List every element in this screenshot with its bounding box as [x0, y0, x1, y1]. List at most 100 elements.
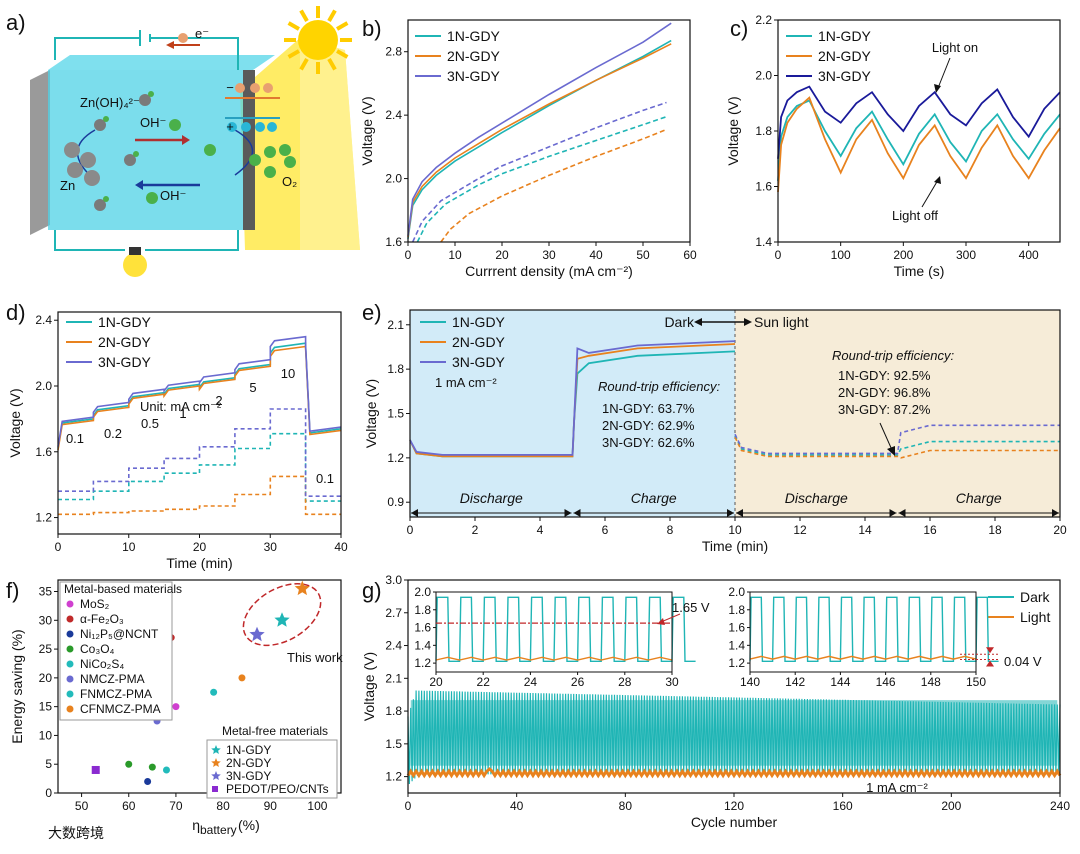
x-tick-label-d: 40	[334, 540, 348, 554]
legend-entry-metal: CFNMCZ-PMA	[80, 702, 161, 716]
x-tick-label-e: 4	[537, 523, 544, 537]
y-tick-label-d: 2.4	[35, 313, 52, 327]
y-axis-label-f: Energy saving (%)	[9, 629, 25, 743]
x-tick-label-b: 60	[683, 248, 697, 262]
legend-entry-b: 1N-GDY	[447, 28, 501, 44]
arrowhead	[889, 509, 897, 517]
inset-x-tick-label: 26	[571, 675, 585, 689]
inset-x-tick-label: 22	[477, 675, 491, 689]
legend-entry-c: 1N-GDY	[818, 28, 872, 44]
legend-entry-d: 2N-GDY	[98, 334, 152, 350]
inset-x-tick-label: 24	[524, 675, 538, 689]
x-tick-label-e: 0	[407, 523, 414, 537]
legend-entry-metal: MoS₂	[80, 597, 110, 611]
arrowhead	[887, 446, 895, 456]
y-tick-label-c: 1.8	[755, 124, 772, 138]
series-line-b-3	[416, 115, 667, 243]
x-tick-label-f: 50	[75, 799, 89, 813]
y-tick-label-g: 2.1	[385, 671, 402, 685]
x-tick-label-c: 400	[1019, 248, 1039, 262]
x-tick-label-e: 14	[858, 523, 872, 537]
inset-y-tick-label: 1.2	[728, 656, 745, 670]
o2-molecule	[146, 192, 158, 204]
y-tick-label-e: 1.5	[387, 407, 404, 421]
inset-frame-1	[435, 591, 673, 673]
arrowhead	[898, 509, 906, 517]
current-step-label: 2	[215, 393, 222, 408]
rte-title-light: Round-trip efficiency:	[832, 348, 954, 363]
x-tick-label-b: 10	[448, 248, 462, 262]
series-line-d-1	[57, 345, 342, 451]
legend-entry-free: 3N-GDY	[226, 769, 271, 783]
hydroxide-label-bottom: OH⁻	[160, 188, 186, 203]
series-line-d-2	[57, 335, 342, 447]
legend-marker-metal	[66, 690, 74, 698]
legend-entry-e: 2N-GDY	[452, 334, 506, 350]
lightbulb-icon	[123, 253, 147, 277]
legend-entry-e: 3N-GDY	[452, 354, 506, 370]
sun-ray	[327, 58, 337, 71]
x-tick-label-g: 0	[405, 799, 412, 813]
sun-ray	[287, 21, 300, 31]
series-line-e-light-0	[734, 435, 1060, 456]
x-tick-label-e: 2	[472, 523, 479, 537]
y-tick-label-e: 1.8	[387, 362, 404, 376]
inset-dark-line-1	[435, 596, 696, 662]
x-tick-label-c: 200	[893, 248, 913, 262]
annotation-arrow	[879, 422, 893, 451]
y-tick-label-c: 1.6	[755, 180, 772, 194]
oxygen-atom	[148, 91, 154, 97]
x-tick-label-b: 0	[405, 248, 412, 262]
inset-y-tick-label: 2.0	[728, 585, 745, 599]
y-tick-label-b: 1.6	[385, 235, 402, 249]
zincate-ion	[94, 199, 106, 211]
series-line-b-2	[407, 22, 672, 236]
series-line-b-1	[407, 43, 672, 238]
x-tick-label-d: 20	[193, 540, 207, 554]
rte-title-dark: Round-trip efficiency:	[598, 379, 720, 394]
y-tick-label-d: 1.2	[35, 511, 52, 525]
x-axis-label-e: Time (min)	[702, 538, 768, 554]
panel-label-f: f)	[6, 578, 19, 603]
legend-box-metal	[59, 581, 173, 721]
sun-light-label: Sun light	[754, 314, 809, 330]
series-line-c-0	[777, 99, 1061, 181]
arrowhead	[1052, 509, 1059, 517]
x-tick-label-f: 70	[169, 799, 183, 813]
arrowhead	[694, 318, 702, 326]
cathode-electrode	[243, 70, 255, 230]
annotation-light-on: Light on	[932, 40, 978, 55]
legend-entry-metal: α-Fe₂O₃	[80, 612, 124, 626]
inset-frame-2	[749, 591, 977, 673]
arrowhead	[986, 660, 994, 667]
circuit-wire-bottom	[54, 230, 239, 251]
y-tick-label-f: 35	[39, 585, 53, 599]
series-line-e-light-1	[734, 436, 1060, 459]
arrowhead	[573, 509, 581, 517]
inset-y-tick-label: 1.4	[728, 638, 745, 652]
dark-region	[410, 310, 735, 517]
inset-x-tick-label: 140	[740, 675, 760, 689]
y-tick-label-b: 2.8	[385, 45, 402, 59]
sunlight-region	[735, 310, 1060, 517]
data-point-f-12	[91, 765, 100, 774]
x-tick-label-b: 30	[542, 248, 556, 262]
inset-y-tick-label: 1.6	[728, 621, 745, 635]
phase-label: Charge	[631, 490, 677, 506]
o2-molecule	[169, 119, 181, 131]
zn-atom	[67, 162, 83, 178]
o2-molecule	[264, 166, 276, 178]
x-axis-label-b: Currrent density (mA cm⁻²)	[465, 263, 633, 279]
annotation-arrowhead	[934, 84, 941, 93]
phase-label: Discharge	[785, 490, 848, 506]
y-axis-label-e: Voltage (V)	[363, 379, 379, 448]
y-axis-label-c: Voltage (V)	[725, 96, 741, 165]
o2-molecule	[284, 156, 296, 168]
series-line-e-dark-2	[409, 340, 736, 456]
y-tick-label-e: 0.9	[387, 495, 404, 509]
current-step-label: 1	[179, 406, 186, 421]
zincate-label: Zn(OH)₄²⁻	[80, 95, 140, 110]
x-tick-label-b: 20	[495, 248, 509, 262]
hole-dot	[267, 122, 277, 132]
